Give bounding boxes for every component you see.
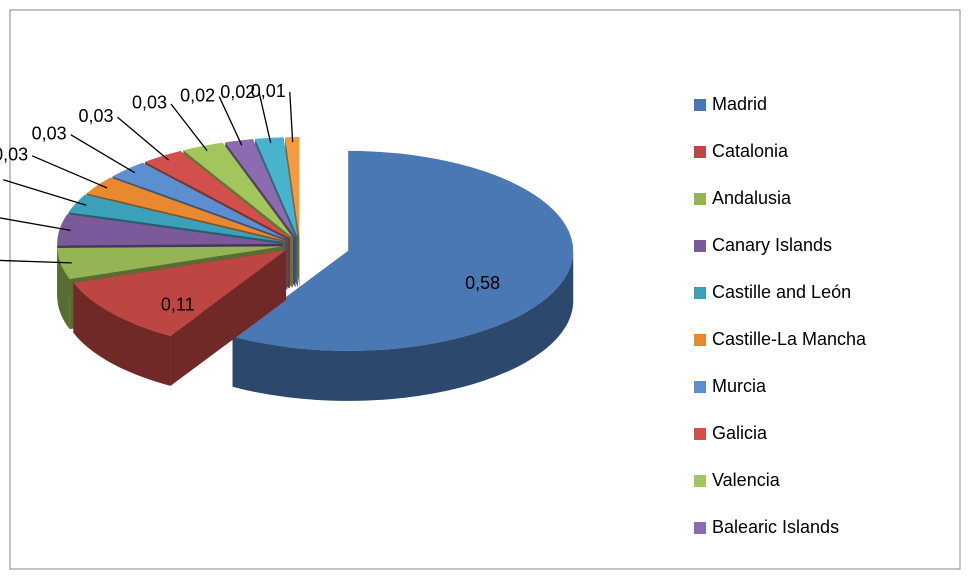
legend-label: Andalusia — [712, 188, 792, 208]
data-label: 0,03 — [32, 123, 67, 143]
legend-label: Castille and León — [712, 282, 851, 302]
data-label: 0,03 — [132, 93, 167, 113]
data-label: 0,03 — [0, 145, 28, 165]
legend-swatch — [694, 428, 706, 440]
legend-swatch — [694, 522, 706, 534]
legend-label: Canary Islands — [712, 235, 832, 255]
legend-swatch — [694, 146, 706, 158]
legend-label: Murcia — [712, 376, 767, 396]
legend-swatch — [694, 381, 706, 393]
data-label: 0,02 — [180, 85, 215, 105]
legend-swatch — [694, 99, 706, 111]
data-label: 0,01 — [251, 81, 286, 101]
data-label: 0,58 — [465, 273, 500, 293]
legend-label: Catalonia — [712, 141, 789, 161]
legend-label: Castille-La Mancha — [712, 329, 867, 349]
legend-label: Balearic Islands — [712, 517, 839, 537]
data-label: 0,11 — [161, 295, 195, 315]
legend-label: Madrid — [712, 94, 767, 114]
legend-swatch — [694, 475, 706, 487]
legend-label: Galicia — [712, 423, 768, 443]
legend-swatch — [694, 334, 706, 346]
legend-swatch — [694, 240, 706, 252]
legend-swatch — [694, 193, 706, 205]
legend-swatch — [694, 287, 706, 299]
data-label: 0,03 — [79, 106, 114, 126]
legend-label: Valencia — [712, 470, 781, 490]
